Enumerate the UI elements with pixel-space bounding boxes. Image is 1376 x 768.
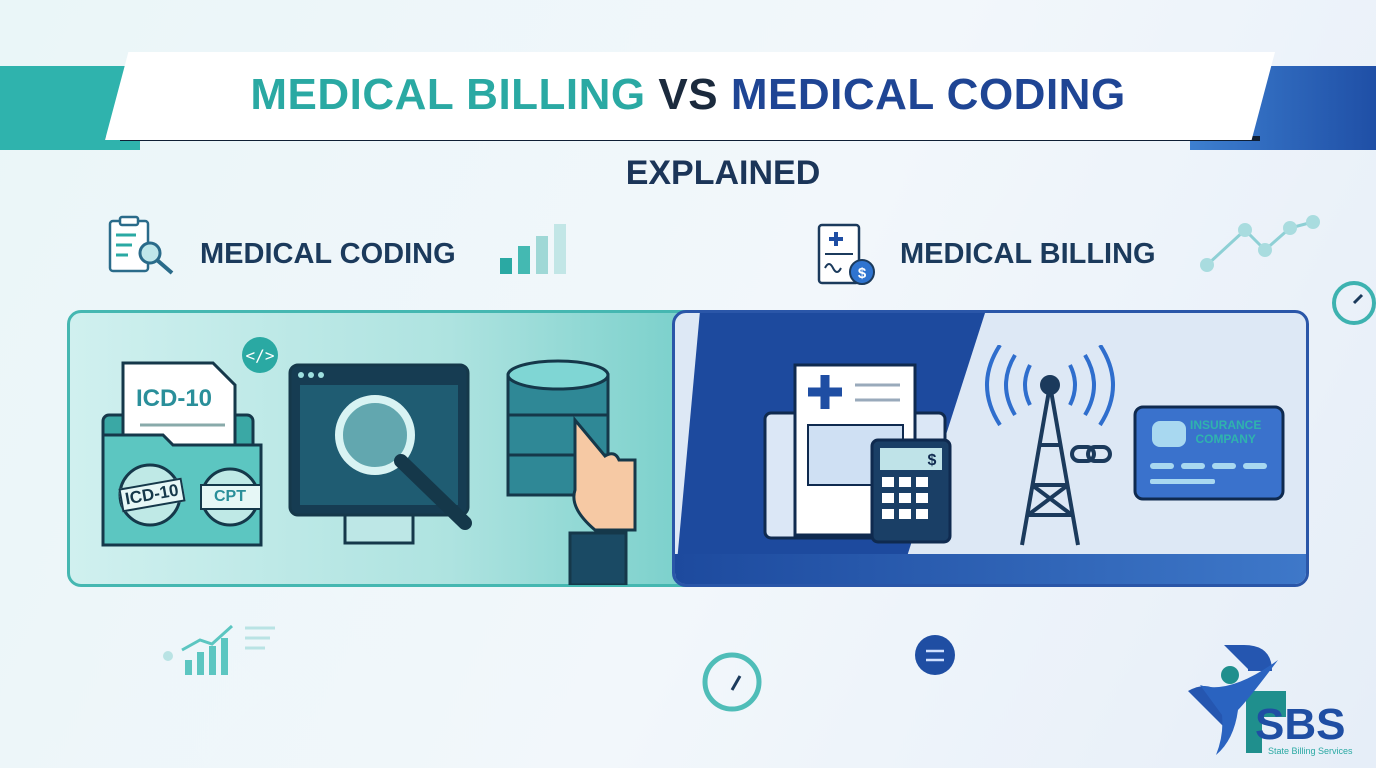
clipboard-search-icon — [108, 215, 174, 275]
title-billing: MEDICAL BILLING — [250, 70, 646, 119]
card-text-line2: COMPANY — [1195, 432, 1256, 446]
link-icon — [1070, 445, 1112, 463]
billing-heading: MEDICAL BILLING — [900, 238, 1156, 270]
title-vs: VS — [658, 70, 719, 119]
gauge-icon — [1332, 281, 1376, 325]
title-banner — [105, 52, 1275, 140]
magnifier-icon — [335, 395, 415, 475]
logo-name: SBS — [1255, 700, 1346, 749]
pointing-hand-icon — [572, 415, 637, 532]
code-icon — [242, 337, 278, 373]
insurance-card-icon — [1133, 405, 1285, 501]
settings-toggle-icon — [915, 635, 955, 675]
coding-heading: MEDICAL CODING — [200, 238, 456, 270]
card-text: INSURANCE COMPANY — [1190, 418, 1261, 446]
bar-chart-icon — [500, 224, 566, 274]
svg-text:</>: </> — [246, 346, 275, 365]
svg-text:$: $ — [928, 452, 937, 469]
title-coding: MEDICAL CODING — [730, 70, 1126, 119]
growth-chart-icon — [163, 624, 275, 675]
line-chart-icon — [1200, 215, 1320, 272]
stamp-cpt: CPT — [214, 488, 246, 505]
sbs-logo — [1188, 645, 1286, 755]
signal-tower-icon — [985, 345, 1115, 546]
coding-illustration: </> — [101, 337, 637, 585]
doc-label: ICD-10 — [136, 385, 213, 412]
logo-tagline: State Billing Services — [1268, 746, 1353, 756]
page-title: MEDICAL BILLING VS MEDICAL CODING — [0, 70, 1376, 120]
database-icon — [506, 359, 610, 497]
subtitle: EXPLAINED — [625, 154, 821, 192]
card-text-line1: INSURANCE — [1190, 418, 1262, 432]
svg-text:$: $ — [858, 265, 867, 282]
medical-bill-dollar-icon: $ — [817, 223, 875, 285]
billing-illustration: $ — [763, 345, 1285, 546]
gauge-icon-bottom — [702, 652, 762, 712]
